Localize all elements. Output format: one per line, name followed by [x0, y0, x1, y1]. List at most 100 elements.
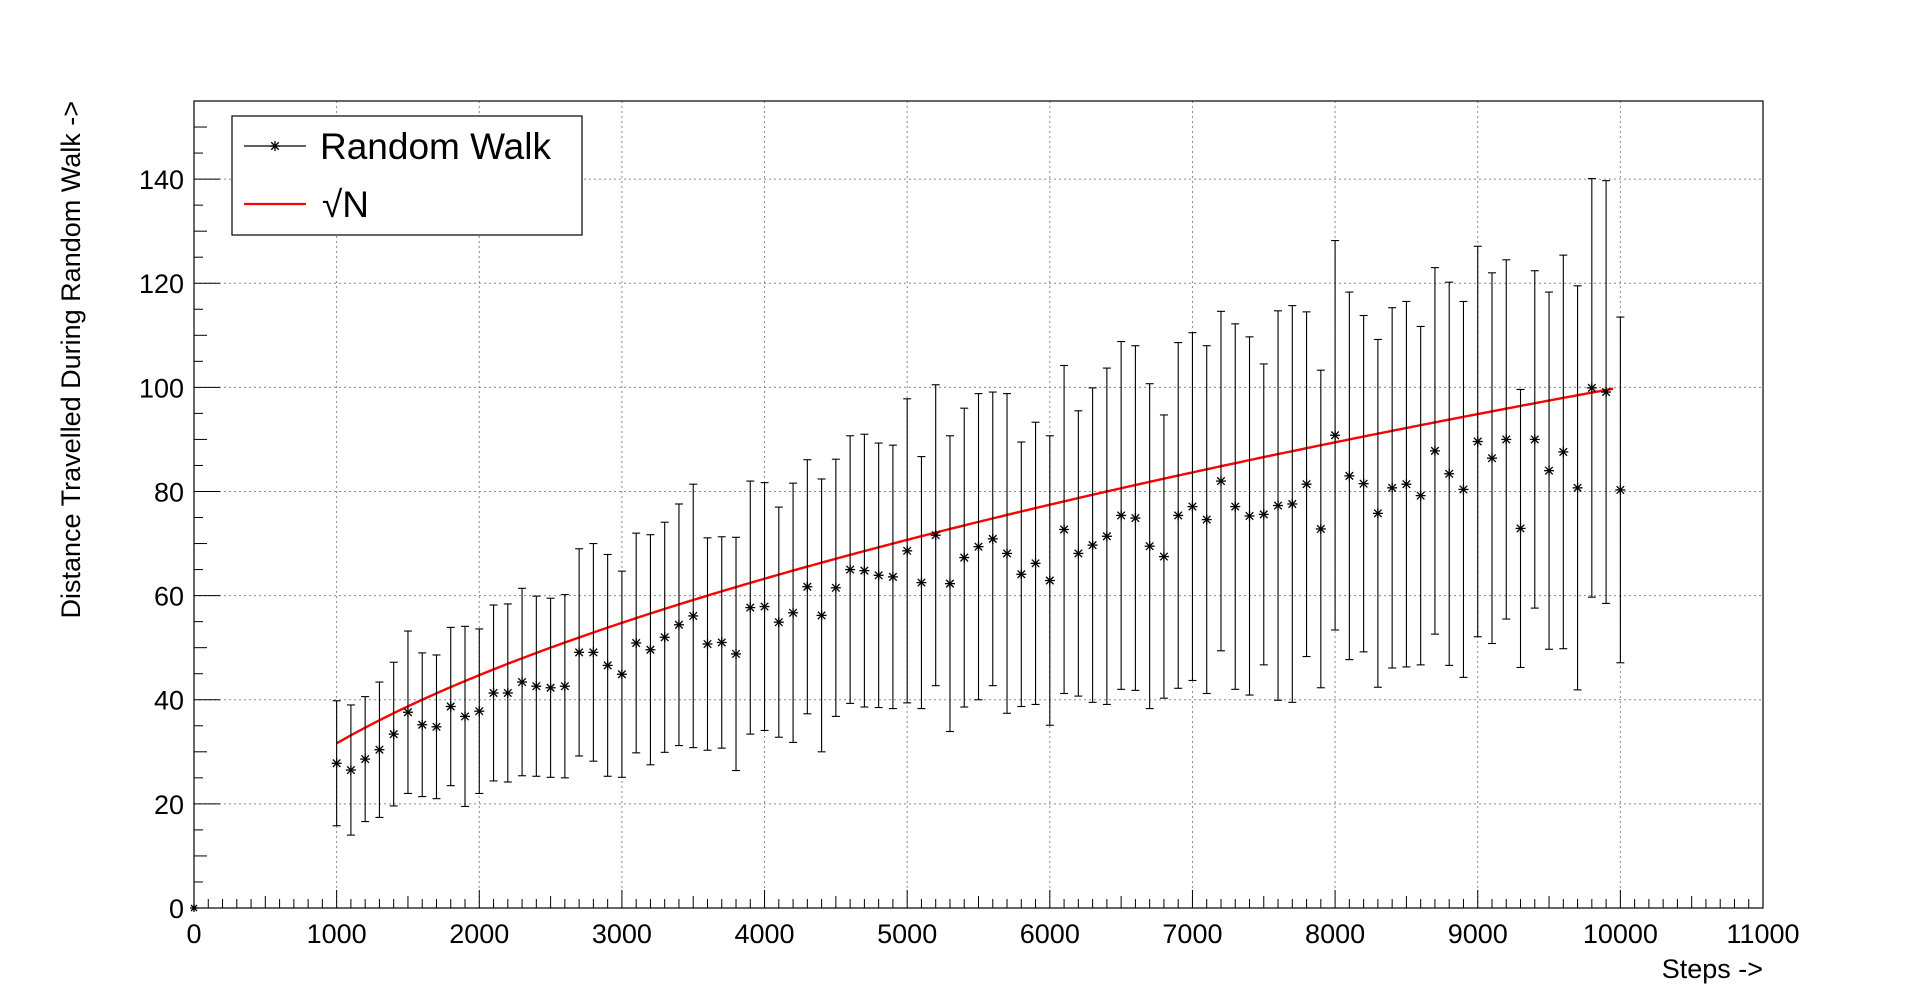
point-marker [773, 617, 784, 628]
legend-item-random-walk: Random Walk [244, 126, 551, 167]
data-point [345, 704, 356, 836]
data-point [331, 700, 342, 827]
point-marker [1401, 479, 1412, 490]
data-point [1387, 307, 1398, 669]
x-tick-label: 8000 [1305, 919, 1365, 949]
point-marker [345, 765, 356, 776]
point-marker [1244, 510, 1255, 521]
point-marker [1387, 482, 1398, 493]
data-point [1315, 369, 1326, 689]
random-walk-points-layer [190, 178, 1626, 912]
data-point [1529, 270, 1540, 609]
point-marker [402, 707, 413, 718]
data-point [1544, 291, 1555, 650]
data-point [445, 626, 456, 787]
point-marker [1101, 531, 1112, 542]
data-point [1586, 178, 1597, 598]
point-marker [1201, 514, 1212, 525]
x-tick-label: 9000 [1448, 919, 1508, 949]
data-point [517, 587, 528, 777]
point-marker [1215, 476, 1226, 487]
data-point [1301, 311, 1312, 658]
data-point [1044, 435, 1055, 726]
point-marker [973, 541, 984, 552]
y-tick-label: 40 [154, 686, 184, 716]
data-point [460, 625, 471, 808]
point-marker [1415, 490, 1426, 501]
data-point [1501, 259, 1512, 620]
point-marker [745, 602, 756, 613]
point-marker [1187, 501, 1198, 512]
data-point [745, 480, 756, 735]
point-marker [1230, 501, 1241, 512]
point-marker [816, 610, 827, 621]
point-marker [1344, 470, 1355, 481]
point-marker [474, 706, 485, 717]
data-point [1101, 367, 1112, 705]
data-point [688, 483, 699, 749]
data-point [1601, 180, 1612, 604]
point-marker [1087, 540, 1098, 551]
point-marker [445, 701, 456, 712]
point-marker [1144, 541, 1155, 552]
point-marker [559, 681, 570, 692]
x-tick-label: 0 [186, 919, 201, 949]
data-point [602, 553, 613, 777]
point-marker [1258, 509, 1269, 520]
data-point [859, 433, 870, 708]
data-point [645, 534, 656, 766]
point-marker [431, 721, 442, 732]
point-marker [959, 552, 970, 563]
point-marker [1301, 479, 1312, 490]
data-point [1572, 285, 1583, 691]
data-point [1558, 254, 1569, 650]
data-point [987, 391, 998, 687]
point-marker [716, 637, 727, 648]
point-marker [1558, 446, 1569, 457]
point-marker [602, 660, 613, 671]
point-marker [1372, 508, 1383, 519]
data-point [1429, 267, 1440, 635]
data-point [1187, 332, 1198, 682]
data-point [702, 537, 713, 751]
data-point [616, 570, 627, 778]
point-marker [1444, 468, 1455, 479]
point-marker [645, 644, 656, 655]
point-marker [1130, 513, 1141, 524]
x-tick-label: 11000 [1726, 919, 1799, 949]
point-marker [502, 687, 513, 698]
data-point [873, 442, 884, 709]
point-marker [1358, 478, 1369, 489]
y-axis: 0 20 40 60 80 100 120 140 [139, 100, 220, 924]
data-point [1258, 363, 1269, 666]
y-tick-label: 80 [154, 477, 184, 507]
data-point [973, 393, 984, 701]
point-marker [417, 719, 428, 730]
point-marker [1002, 548, 1013, 559]
legend-label-sqrt-n: √N [322, 184, 369, 225]
data-point [1330, 239, 1341, 631]
x-axis: 0 1000 2000 3000 4000 5000 6000 7000 8000 9000 100… [186, 890, 1800, 949]
data-point [944, 435, 955, 733]
x-axis-title: Steps -> [1662, 954, 1763, 984]
data-point [1273, 310, 1284, 701]
point-marker [916, 577, 927, 588]
legend-star-marker-icon [270, 141, 280, 151]
data-point [816, 478, 827, 753]
data-point [930, 384, 941, 687]
data-point [374, 681, 385, 818]
y-tick-label: 140 [139, 165, 184, 195]
data-point [1087, 387, 1098, 703]
data-point [1244, 336, 1255, 696]
point-marker [574, 647, 585, 658]
point-marker [488, 687, 499, 698]
point-marker [616, 669, 627, 680]
data-point [659, 521, 670, 753]
legend-box [231, 115, 583, 236]
point-marker [531, 681, 542, 692]
point-marker [374, 744, 385, 755]
point-marker [1472, 436, 1483, 447]
point-marker [830, 582, 841, 593]
x-tick-label: 7000 [1162, 919, 1222, 949]
